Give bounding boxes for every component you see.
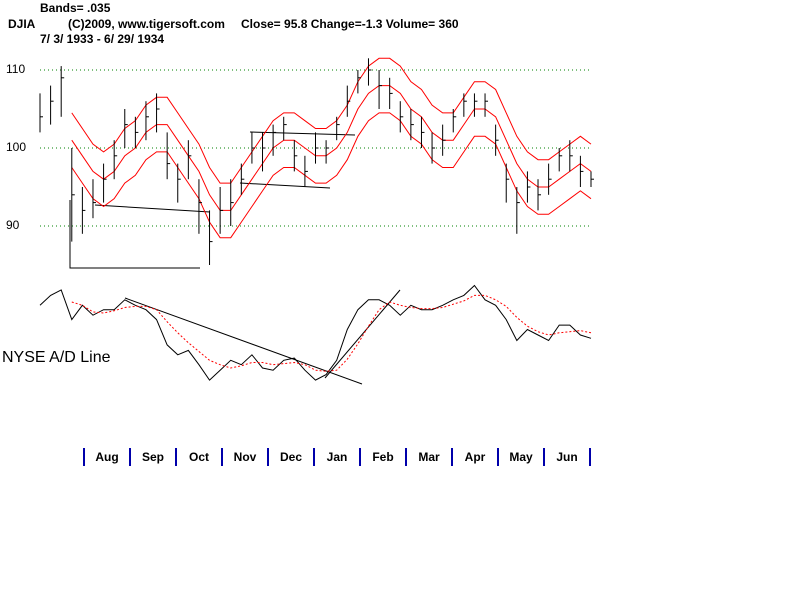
- x-tick-label: Jan: [327, 450, 348, 464]
- copyright: (C)2009, www.tigersoft.com: [68, 17, 225, 31]
- series-line: [71, 294, 592, 372]
- x-tick-label: Apr: [465, 450, 486, 464]
- series-line: [71, 112, 592, 239]
- x-tick-label: Sep: [142, 450, 164, 464]
- series-line: [71, 57, 592, 184]
- x-tick-label: Feb: [372, 450, 393, 464]
- x-tick-label: Aug: [95, 450, 118, 464]
- trend-lines: [69, 131, 401, 385]
- series-line: [71, 85, 592, 211]
- date-range: 7/ 3/ 1933 - 6/ 29/ 1934: [40, 32, 164, 46]
- quote: Close= 95.8 Change=-1.3 Volume= 360: [241, 17, 459, 31]
- x-tick-label: Mar: [418, 450, 440, 464]
- trend-line: [249, 131, 356, 136]
- trend-line: [239, 182, 331, 189]
- x-tick-label: Dec: [280, 450, 302, 464]
- y-tick-label: 110: [6, 62, 25, 76]
- symbol: DJIA: [8, 17, 36, 31]
- y-tick-label: 90: [6, 218, 20, 232]
- series-line: [39, 284, 592, 381]
- x-tick-label: Nov: [234, 450, 257, 464]
- ad-title: NYSE A/D Line: [2, 349, 111, 366]
- x-tick-label: Oct: [189, 450, 209, 464]
- x-tick-label: Jun: [556, 450, 577, 464]
- trend-line: [94, 204, 211, 213]
- y-tick-label: 100: [6, 140, 26, 154]
- bands-text: Bands= .035: [40, 1, 111, 15]
- trend-line: [69, 200, 200, 269]
- x-tick-label: May: [509, 450, 533, 464]
- trend-line: [124, 297, 363, 385]
